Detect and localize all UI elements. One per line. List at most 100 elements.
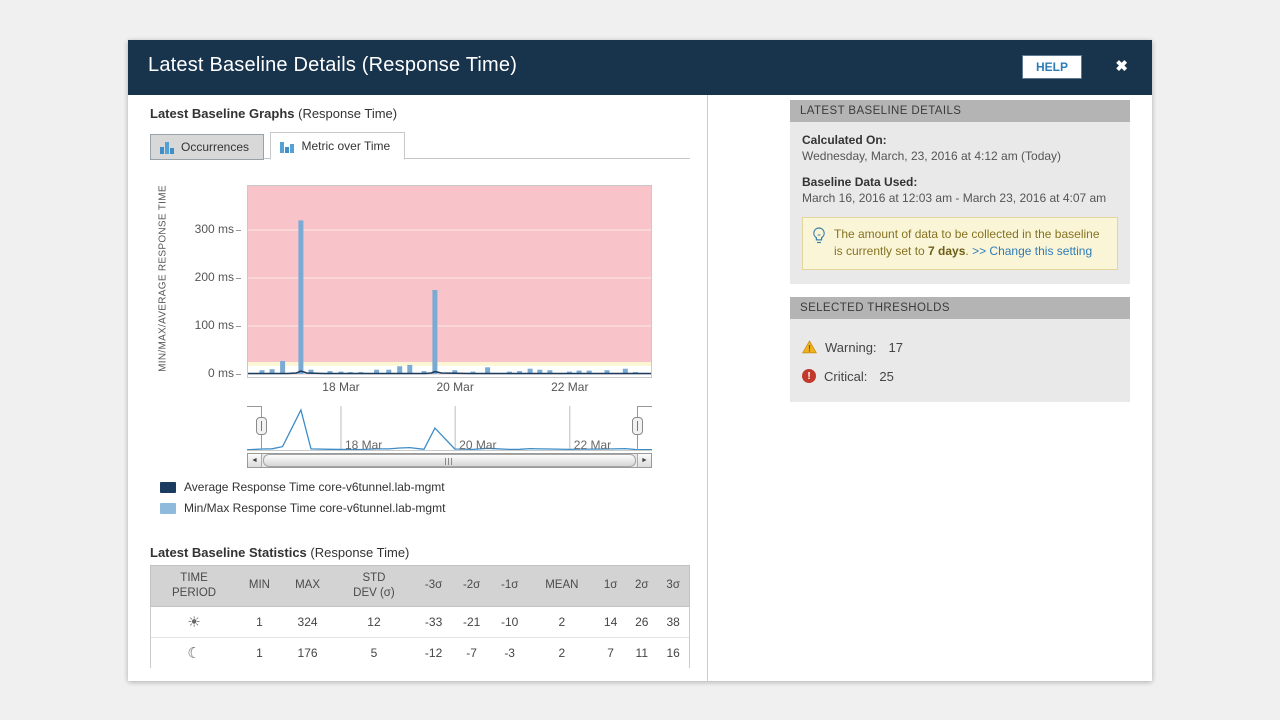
svg-text:!: ! [808, 344, 811, 354]
graphs-column: Latest Baseline Graphs (Response Time) O… [128, 95, 708, 681]
warning-threshold-row: ! Warning: 17 [802, 340, 1118, 355]
warning-label: Warning: [825, 339, 877, 355]
table-header-cell: 3σ [657, 565, 691, 607]
table-header-cell: MEAN [528, 565, 596, 607]
critical-icon: ! [802, 369, 816, 384]
y-tick-label: 200 ms [194, 270, 242, 284]
legend-item: Min/Max Response Time core-v6tunnel.lab-… [160, 501, 445, 515]
graphs-section-title: Latest Baseline Graphs (Response Time) [150, 106, 397, 121]
change-setting-link[interactable]: >> Change this setting [972, 244, 1093, 259]
baseline-info-note: The amount of data to be collected in th… [802, 217, 1118, 270]
baseline-details-dialog: Latest Baseline Details (Response Time) … [128, 40, 1152, 681]
legend-swatch [160, 502, 176, 514]
thresholds-box-header: SELECTED THRESHOLDS [790, 296, 1130, 319]
range-selector-svg [247, 406, 652, 451]
table-header-cell: TIME PERIOD [150, 565, 238, 607]
details-box-header: LATEST BASELINE DETAILS [790, 100, 1130, 122]
table-header-cell: MAX [281, 565, 334, 607]
scroll-right-arrow-icon[interactable]: ► [637, 454, 651, 467]
baseline-statistics-table: TIME PERIOD MIN MAX STD DEV (σ) -3σ -2σ -1σ MEA… [150, 565, 691, 668]
tab-metric-over-time[interactable]: Metric over Time [270, 132, 406, 160]
table-row: ☾ 1 176 5 -12 -7 -3 2 7 11 16 [150, 636, 691, 668]
x-tick-label: 18 Mar [322, 380, 360, 394]
table-cell: -12 [414, 636, 453, 668]
y-tick-label: 100 ms [194, 318, 242, 332]
dialog-body: Latest Baseline Graphs (Response Time) O… [128, 95, 1152, 681]
table-cell: 2 [528, 636, 596, 668]
critical-label: Critical: [824, 368, 868, 384]
calculated-on-label: Calculated On: [802, 133, 887, 147]
help-button[interactable]: HELP [1021, 55, 1082, 79]
range-handle-right[interactable] [632, 417, 643, 435]
y-axis-ticks: 0 ms 100 ms 200 ms 300 ms [178, 185, 242, 380]
warning-icon: ! [802, 340, 817, 354]
table-header-row: TIME PERIOD MIN MAX STD DEV (σ) -3σ -2σ -1σ MEA… [150, 565, 691, 607]
stats-title-bold: Latest Baseline Statistics [150, 545, 307, 560]
table-cell: -33 [424, 614, 443, 629]
range-selector[interactable]: 18 Mar 20 Mar 22 Mar [247, 406, 652, 452]
calculated-on-value: Wednesday, March, 23, 2016 at 4:12 am (T… [802, 149, 1062, 163]
tab-occurrences[interactable]: Occurrences [150, 134, 265, 160]
moon-icon: ☾ [187, 644, 201, 662]
scroll-left-arrow-icon[interactable]: ◄ [248, 454, 262, 467]
table-header-cell: -3σ [414, 565, 453, 607]
selected-thresholds-box: SELECTED THRESHOLDS ! Warning: 17 ! Crit… [790, 296, 1130, 402]
legend-label: Average Response Time core-v6tunnel.lab-… [184, 480, 445, 494]
table-cell: 2 [558, 614, 566, 629]
tab-occurrences-label: Occurrences [181, 140, 250, 154]
dialog-title: Latest Baseline Details (Response Time) [148, 54, 518, 76]
tab-metric-label: Metric over Time [301, 139, 391, 153]
table-cell: 5 [333, 636, 415, 668]
range-x-label: 18 Mar [344, 438, 383, 452]
table-row: ☀ 1 324 12 -33 -21 -10 2 14 26 38 [150, 606, 691, 638]
close-icon[interactable]: ✖ [1115, 58, 1128, 75]
graphs-title-bold: Latest Baseline Graphs [150, 106, 295, 121]
legend-label: Min/Max Response Time core-v6tunnel.lab-… [184, 501, 446, 515]
grip-icon [444, 458, 455, 465]
dialog-header: Latest Baseline Details (Response Time) … [128, 40, 1152, 95]
legend-item: Average Response Time core-v6tunnel.lab-… [160, 480, 445, 494]
range-x-label: 20 Mar [459, 438, 497, 452]
chart-legend: Average Response Time core-v6tunnel.lab-… [160, 480, 445, 522]
x-tick-label: 22 Mar [551, 380, 589, 394]
stats-section-title: Latest Baseline Statistics (Response Tim… [150, 545, 409, 560]
range-handle-left[interactable] [256, 417, 267, 435]
details-column: LATEST BASELINE DETAILS Calculated On: W… [790, 95, 1130, 415]
table-cell: 26 [635, 614, 649, 629]
table-cell: 11 [626, 636, 658, 668]
critical-value: 25 [879, 368, 894, 384]
range-scrollbar[interactable]: ◄ ► [247, 453, 652, 468]
table-cell: -21 [462, 614, 481, 629]
table-cell: -10 [500, 614, 519, 629]
table-cell: -7 [452, 636, 491, 668]
table-cell: 324 [297, 614, 318, 629]
table-header-cell: STD DEV (σ) [333, 565, 415, 607]
table-header-cell: -2σ [452, 565, 491, 607]
scrollbar-thumb[interactable] [263, 454, 636, 467]
table-header-cell: MIN [237, 565, 282, 607]
lightbulb-icon [813, 227, 825, 244]
graphs-title-suffix: (Response Time) [294, 106, 398, 121]
table-header-cell: 1σ [595, 565, 627, 607]
table-header-cell: 2σ [626, 565, 658, 607]
table-cell: 12 [367, 614, 381, 629]
table-cell: 38 [657, 606, 691, 638]
table-cell: 1 [237, 636, 282, 668]
latest-baseline-details-box: LATEST BASELINE DETAILS Calculated On: W… [790, 100, 1130, 284]
baseline-data-value: March 16, 2016 at 12:03 am - March 23, 2… [802, 191, 1107, 205]
table-cell: 7 [595, 636, 627, 668]
table-cell: 176 [281, 636, 334, 668]
range-x-label: 22 Mar [573, 438, 612, 452]
response-time-chart[interactable] [247, 185, 652, 378]
bar-chart-icon [280, 141, 295, 153]
x-axis-labels: 18 Mar 20 Mar 22 Mar [247, 380, 652, 395]
chart-plot-svg [247, 185, 652, 378]
critical-threshold-row: ! Critical: 25 [802, 369, 1118, 384]
x-tick-label: 20 Mar [436, 380, 474, 394]
baseline-data-label: Baseline Data Used: [802, 175, 918, 189]
graph-tabs: Occurrences Metric over Time [150, 132, 690, 160]
y-tick-label: 0 ms [207, 366, 242, 380]
legend-swatch [160, 481, 176, 493]
bar-chart-icon [160, 141, 174, 154]
sun-icon: ☀ [187, 613, 201, 631]
